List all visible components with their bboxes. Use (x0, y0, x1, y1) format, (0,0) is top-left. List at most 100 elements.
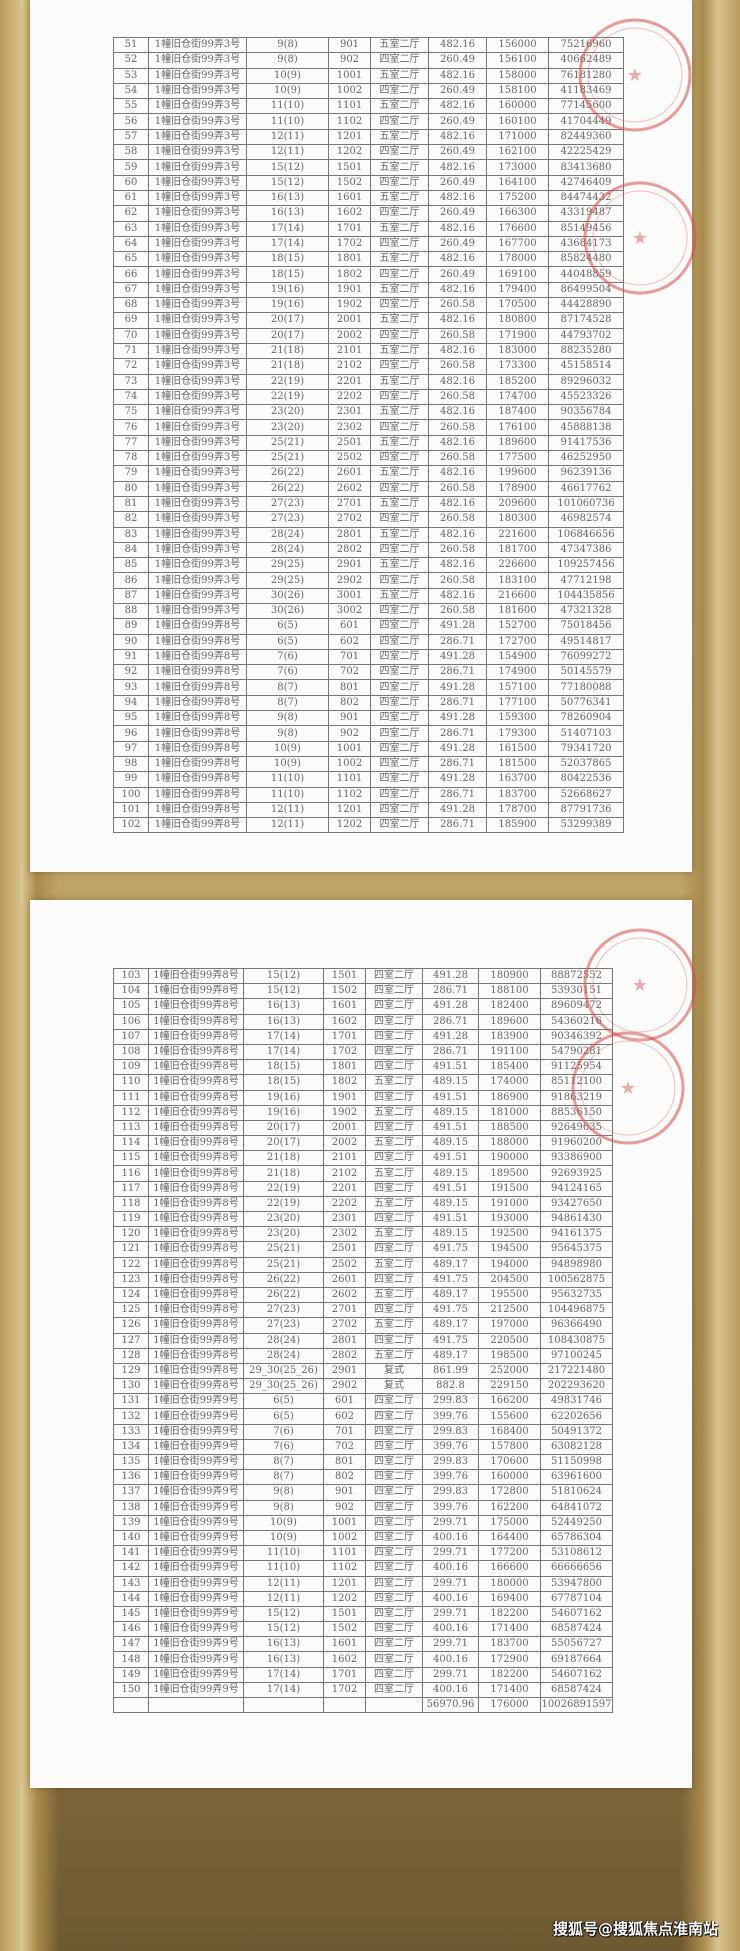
cell-floor: 9(8) (246, 36, 329, 54)
cell-floor: 17(14) (243, 1028, 324, 1045)
cell-room-number: 1502 (323, 983, 366, 1000)
cell-layout: 四室二厅 (365, 1575, 423, 1592)
cell-area: 491.51 (422, 1150, 479, 1167)
cell-row-number: 126 (113, 1317, 149, 1334)
cell-area: 286.71 (428, 786, 487, 803)
cell-layout: 四室二厅 (370, 113, 429, 130)
cell-area: 491.75 (422, 1302, 479, 1319)
cell-total-price: 100562875 (540, 1271, 613, 1288)
table-row: 126 1幢旧仓街99弄8号 27(23) 2702 五室二厅 489.17 197000 9… (113, 1317, 613, 1334)
table-row: 88 1幢旧仓街99弄3号 30(26) 3002 四室二厅 260.58 181600 47… (113, 602, 624, 620)
cell-floor: 17(14) (243, 1043, 324, 1061)
table-row: 69 1幢旧仓街99弄3号 20(17) 2001 五室二厅 482.16 180800 87… (113, 312, 624, 329)
cell-unit-price: 191000 (478, 1195, 541, 1213)
cell-area: 260.58 (428, 297, 487, 314)
cell-layout: 四室二厅 (365, 1332, 423, 1349)
cell-row-number: 79 (113, 465, 149, 482)
cell-floor: 21(18) (243, 1150, 324, 1167)
cell-total-price: 88536150 (540, 1104, 613, 1121)
table-row: 57 1幢旧仓街99弄3号 12(11) 1201 五室二厅 482.16 171000 82… (113, 128, 624, 146)
cell-floor: 21(18) (246, 342, 329, 360)
cell-layout: 四室二厅 (365, 1621, 423, 1638)
cell-room-number: 2601 (328, 465, 371, 482)
cell-room-number: 1902 (323, 1104, 366, 1121)
cell-layout: 四室二厅 (365, 1302, 423, 1319)
cell-layout: 四室二厅 (370, 205, 429, 222)
cell-unit-price: 173300 (486, 358, 549, 375)
cell-building-address: 1幢旧仓街99弄8号 (148, 648, 247, 666)
cell-total-price: 41704449 (548, 113, 624, 130)
cell-floor: 27(23) (246, 495, 329, 513)
table-row: 100 1幢旧仓街99弄8号 11(10) 1102 四室二厅 286.71 183700 5… (113, 786, 624, 803)
table-row: 111 1幢旧仓街99弄8号 19(16) 1901 四室二厅 491.51 186900 9… (113, 1089, 613, 1106)
cell-area: 482.16 (428, 251, 487, 268)
cell-area: 491.51 (422, 1210, 479, 1228)
cell-room-number: 2702 (328, 511, 371, 528)
cell-total-price: 52037865 (548, 755, 624, 773)
cell-unit-price: 186900 (478, 1089, 541, 1106)
cell-building-address: 1幢旧仓街99弄9号 (148, 1560, 244, 1577)
cell-total-price: 43684173 (548, 235, 624, 253)
cell-total-price: 77145600 (548, 98, 624, 115)
cell-area: 286.71 (428, 725, 487, 742)
cell-area: 482.16 (428, 189, 487, 207)
table-row: 115 1幢旧仓街99弄8号 21(18) 2101 四室二厅 491.51 190000 9… (113, 1150, 613, 1167)
cell-floor: 30(26) (246, 587, 329, 604)
cell-room-number: 2702 (323, 1317, 366, 1334)
cell-building-address: 1幢旧仓街99弄9号 (148, 1438, 244, 1456)
cell-floor: 15(12) (243, 967, 324, 985)
cell-floor: 12(11) (243, 1590, 324, 1607)
cell-unit-price: 193000 (478, 1210, 541, 1228)
cell-room-number: 2902 (328, 572, 371, 589)
cell-row-number: 75 (113, 404, 149, 421)
cell-unit-price: 166200 (478, 1393, 541, 1410)
cell-building-address: 1幢旧仓街99弄3号 (148, 434, 247, 452)
cell-unit-price: 192500 (478, 1226, 541, 1243)
cell-building-address: 1幢旧仓街99弄9号 (148, 1590, 244, 1607)
cell-row-number: 87 (113, 587, 149, 604)
cell-row-number: 113 (113, 1119, 149, 1137)
cell-room-number: 2801 (328, 526, 371, 543)
cell-row-number: 101 (113, 801, 149, 819)
cell-floor: 6(5) (246, 618, 329, 635)
table-row: 73 1幢旧仓街99弄3号 22(19) 2201 五室二厅 482.16 185200 89… (113, 373, 624, 390)
cell-room-number: 2101 (323, 1150, 366, 1167)
cell-building-address: 1幢旧仓街99弄8号 (148, 1347, 244, 1364)
cell-floor: 15(12) (246, 159, 329, 176)
cell-floor: 18(15) (246, 251, 329, 268)
cell-empty (148, 1696, 244, 1714)
cell-room-number: 1202 (328, 144, 371, 161)
cell-total-price: 94161375 (540, 1226, 613, 1243)
table-row: 83 1幢旧仓街99弄3号 28(24) 2801 五室二厅 482.16 221600 10… (113, 526, 624, 543)
cell-room-number: 2202 (323, 1195, 366, 1213)
cell-room-number: 602 (323, 1408, 366, 1425)
cell-total-price: 93427650 (540, 1195, 613, 1213)
cell-row-number: 105 (113, 998, 149, 1015)
cell-area: 399.76 (422, 1469, 479, 1486)
cell-unit-price: 174900 (486, 664, 549, 681)
cell-total-price: 46617762 (548, 480, 624, 497)
cell-area: 260.49 (428, 235, 487, 253)
cell-building-address: 1幢旧仓街99弄3号 (148, 113, 247, 130)
cell-layout: 五室二厅 (365, 1195, 423, 1213)
cell-building-address: 1幢旧仓街99弄3号 (148, 541, 247, 559)
cell-total-price: 51810624 (540, 1484, 613, 1501)
table-row: 102 1幢旧仓街99弄8号 12(11) 1202 四室二厅 286.71 185900 5… (113, 817, 624, 834)
cell-unit-price: 170600 (478, 1453, 541, 1471)
cell-building-address: 1幢旧仓街99弄3号 (148, 144, 247, 161)
cell-total-price: 86499504 (548, 281, 624, 299)
cell-building-address: 1幢旧仓街99弄3号 (148, 189, 247, 207)
cell-building-address: 1幢旧仓街99弄9号 (148, 1393, 244, 1410)
cell-total-price: 85149456 (548, 220, 624, 237)
cell-unit-price: 180000 (478, 1575, 541, 1592)
table-row: 129 1幢旧仓街99弄8号 29_30(25_26) 2901 复式 861.99 252… (113, 1362, 613, 1380)
cell-area: 286.71 (428, 633, 487, 650)
cell-unit-price: 167700 (486, 235, 549, 253)
cell-layout: 四室二厅 (365, 1210, 423, 1228)
total-price: 176000 (478, 1696, 541, 1714)
cell-row-number: 71 (113, 342, 149, 360)
cell-room-number: 1501 (323, 967, 366, 985)
cell-floor: 9(8) (246, 725, 329, 742)
cell-row-number: 108 (113, 1043, 149, 1061)
cell-unit-price: 194000 (478, 1256, 541, 1273)
